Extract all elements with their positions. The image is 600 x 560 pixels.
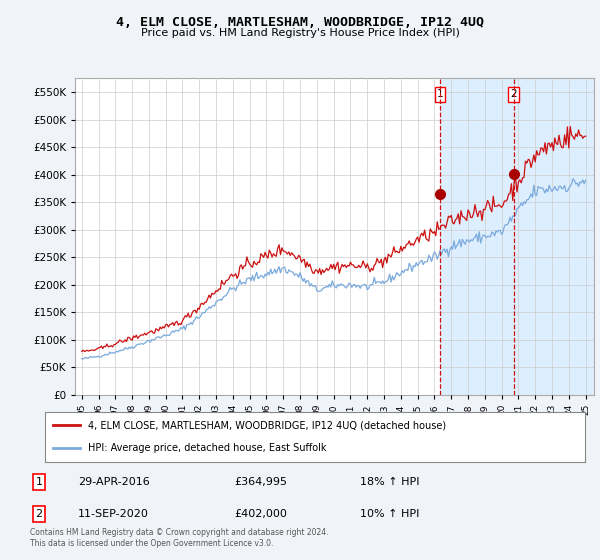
Text: 29-APR-2016: 29-APR-2016 (78, 477, 150, 487)
Text: 4, ELM CLOSE, MARTLESHAM, WOODBRIDGE, IP12 4UQ: 4, ELM CLOSE, MARTLESHAM, WOODBRIDGE, IP… (116, 16, 484, 29)
Text: Price paid vs. HM Land Registry's House Price Index (HPI): Price paid vs. HM Land Registry's House … (140, 28, 460, 38)
Text: 1: 1 (437, 90, 443, 100)
Text: 1: 1 (35, 477, 43, 487)
Text: 2: 2 (35, 509, 43, 519)
Text: £402,000: £402,000 (234, 509, 287, 519)
Text: HPI: Average price, detached house, East Suffolk: HPI: Average price, detached house, East… (88, 444, 326, 454)
Text: 10% ↑ HPI: 10% ↑ HPI (360, 509, 419, 519)
Text: 4, ELM CLOSE, MARTLESHAM, WOODBRIDGE, IP12 4UQ (detached house): 4, ELM CLOSE, MARTLESHAM, WOODBRIDGE, IP… (88, 420, 446, 430)
Text: Contains HM Land Registry data © Crown copyright and database right 2024.
This d: Contains HM Land Registry data © Crown c… (30, 528, 329, 548)
Bar (440, 78, 594, 395)
Text: 2: 2 (511, 90, 517, 100)
Text: £364,995: £364,995 (234, 477, 287, 487)
Text: 11-SEP-2020: 11-SEP-2020 (78, 509, 149, 519)
Text: 18% ↑ HPI: 18% ↑ HPI (360, 477, 419, 487)
